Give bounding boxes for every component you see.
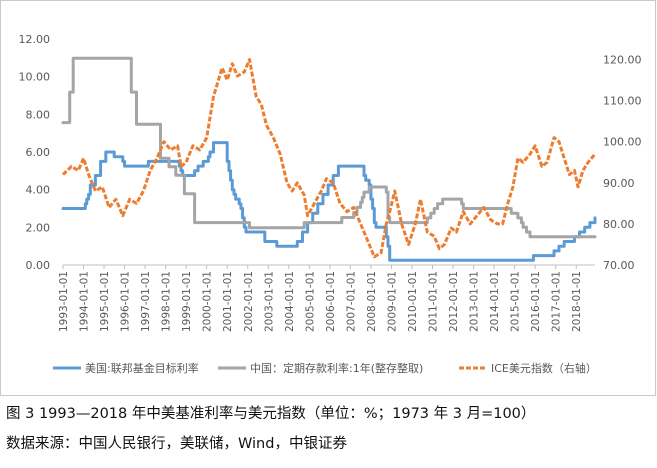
x-tick-label: 2008-01-01	[366, 271, 378, 332]
chart-frame: 0.00 2.00 4.00 6.00 8.00 10.00 12.00 70.00 80.0…	[0, 0, 656, 396]
left-tick-label: 4.00	[26, 184, 51, 197]
series-line-3	[61, 58, 597, 259]
legend-label: 美国:联邦基金目标利率	[85, 361, 199, 375]
x-tick-label: 2018-01-01	[571, 271, 583, 332]
left-tick-label: 10.00	[19, 71, 51, 84]
x-tick-label: 1996-01-01	[120, 271, 132, 332]
x-tick-label: 1999-01-01	[181, 271, 193, 332]
legend-label: 中国：定期存款利率:1年(整存整取)	[250, 361, 423, 375]
x-tick-label: 1994-01-01	[79, 271, 91, 332]
x-tick-label: 1997-01-01	[140, 271, 152, 332]
right-tick-label: 90.00	[603, 177, 635, 190]
x-tick-label: 2006-01-01	[325, 271, 337, 332]
series-line-2	[61, 56, 597, 239]
left-tick-label: 2.00	[26, 221, 51, 234]
x-tick-label: 2001-01-01	[222, 271, 234, 332]
right-tick-label: 120.00	[603, 54, 642, 67]
x-tick-label: 1995-01-01	[99, 271, 111, 332]
x-tick-label: 2004-01-01	[284, 271, 296, 332]
x-tick-label: 2014-01-01	[489, 271, 501, 332]
x-axis-ticks: 1993-01-01 1994-01-01 1995-01-01 1996-01-01…	[58, 265, 583, 332]
legend-label: ICE美元指数（右轴）	[491, 361, 597, 375]
x-tick-label: 2005-01-01	[304, 271, 316, 332]
right-tick-label: 100.00	[603, 136, 642, 149]
x-tick-label: 2017-01-01	[551, 271, 563, 332]
left-tick-label: 8.00	[26, 108, 51, 121]
data-source-note: 数据来源：中国人民银行，美联储，Wind，中银证券	[6, 436, 347, 452]
x-tick-label: 2009-01-01	[386, 271, 398, 332]
x-tick-label: 2007-01-01	[345, 271, 357, 332]
legend: 美国:联邦基金目标利率 中国：定期存款利率:1年(整存整取) ICE美元指数（右轴）	[53, 361, 597, 375]
x-tick-label: 2011-01-01	[428, 271, 440, 332]
x-tick-label: 2003-01-01	[263, 271, 275, 332]
left-tick-label: 12.00	[19, 33, 51, 46]
x-tick-label: 2015-01-01	[510, 271, 522, 332]
x-tick-label: 2012-01-01	[448, 271, 460, 332]
x-tick-label: 2000-01-01	[202, 271, 214, 332]
x-tick-label: 2016-01-01	[530, 271, 542, 332]
x-tick-label: 2013-01-01	[469, 271, 481, 332]
x-tick-label: 1993-01-01	[58, 271, 70, 332]
figure-caption: 图 3 1993—2018 年中美基准利率与美元指数（单位：%；1973 年 3…	[6, 406, 536, 422]
series-layer	[61, 56, 597, 262]
series-line-1	[61, 141, 597, 262]
left-axis-ticks: 0.00 2.00 4.00 6.00 8.00 10.00 12.00	[19, 33, 51, 272]
right-axis-ticks: 70.00 80.00 90.00 100.00 110.00 120.00	[603, 54, 642, 272]
x-tick-label: 1998-01-01	[161, 271, 173, 332]
x-tick-label: 2002-01-01	[243, 271, 255, 332]
left-tick-label: 0.00	[26, 259, 51, 272]
chart-svg: 0.00 2.00 4.00 6.00 8.00 10.00 12.00 70.00 80.0…	[19, 33, 642, 375]
right-tick-label: 110.00	[603, 95, 642, 108]
x-tick-label: 2010-01-01	[407, 271, 419, 332]
right-tick-label: 70.00	[603, 259, 635, 272]
left-tick-label: 6.00	[26, 146, 51, 159]
right-tick-label: 80.00	[603, 218, 635, 231]
